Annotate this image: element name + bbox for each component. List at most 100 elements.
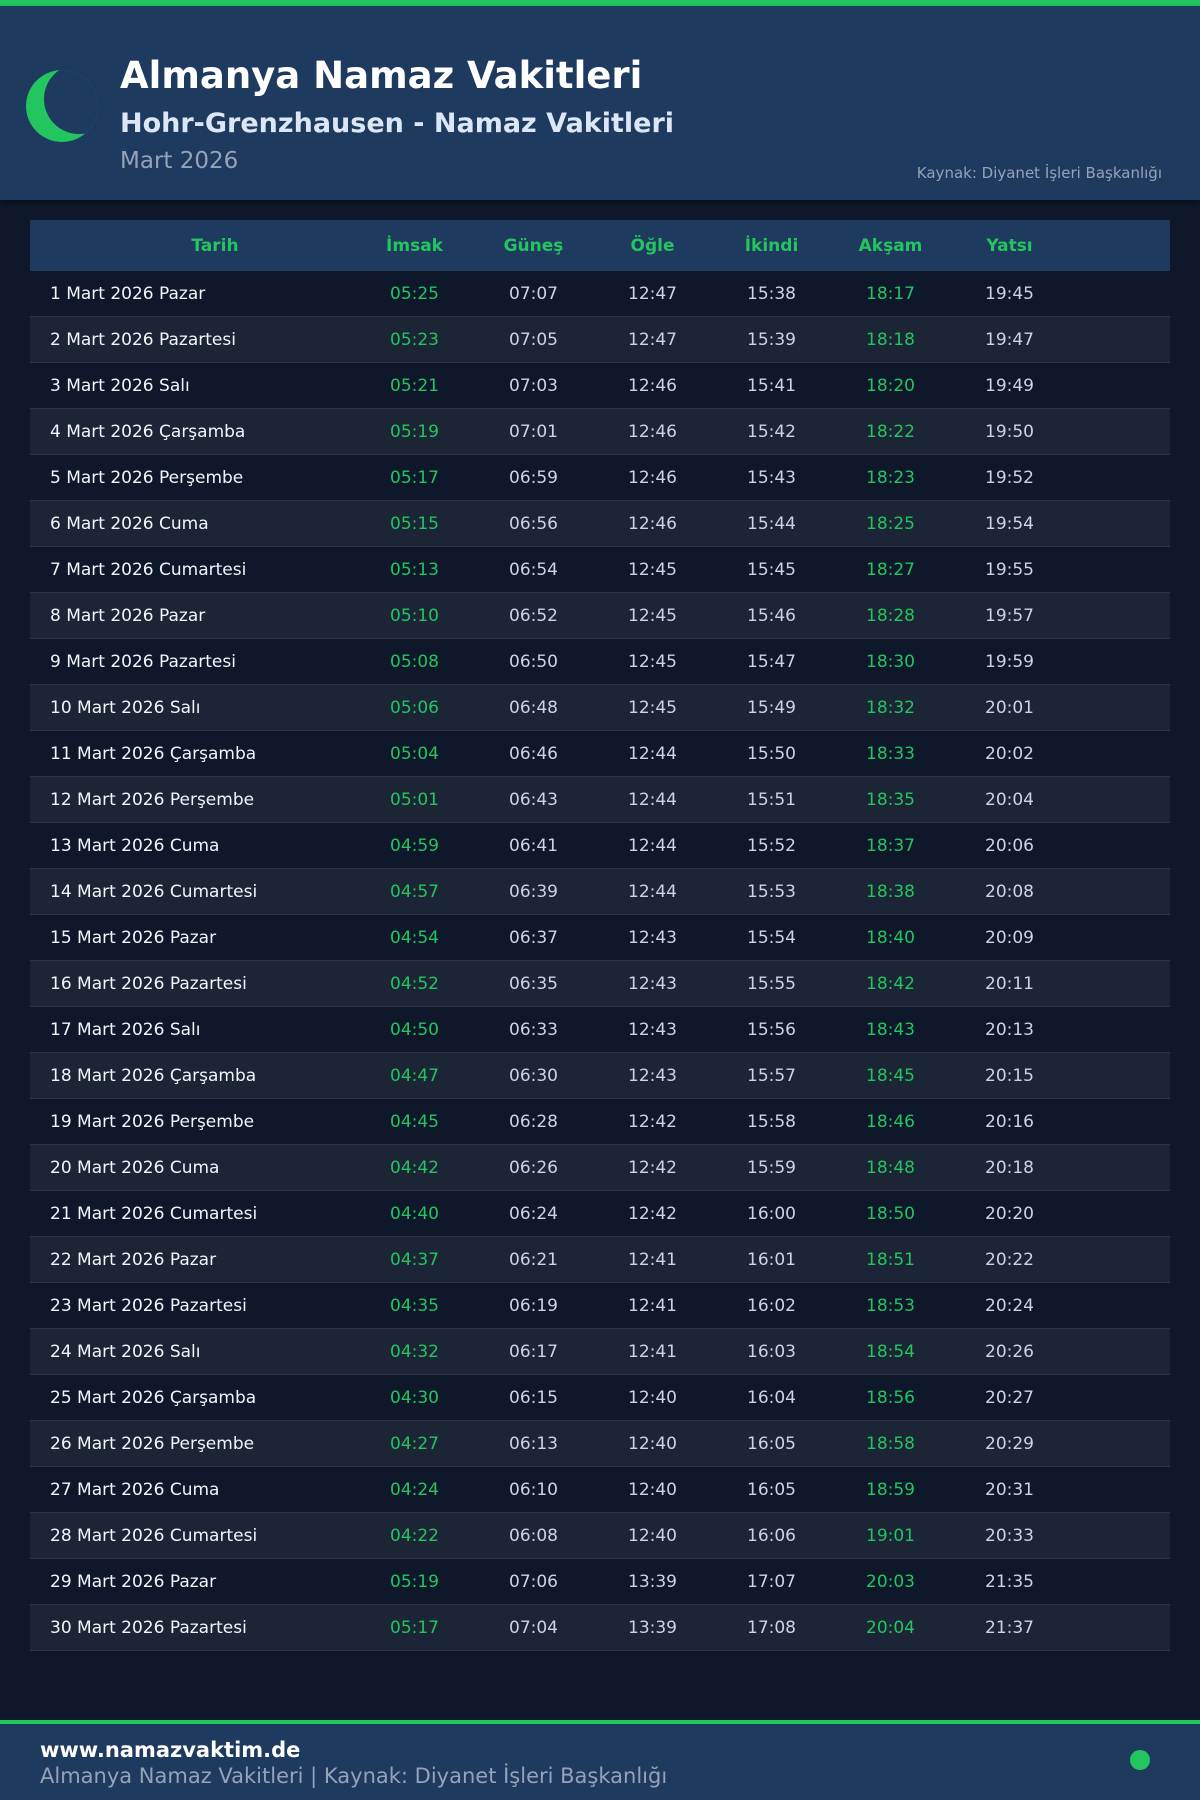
date-cell: 19 Mart 2026 Perşembe (50, 1111, 255, 1132)
time-cell: 18:58 (866, 1433, 915, 1454)
table-row: 14 Mart 2026 Cumartesi 04:57 06:39 12:44 15:… (30, 869, 1170, 915)
time-cell: 15:47 (747, 651, 796, 672)
time-cell: 06:08 (509, 1525, 558, 1546)
time-cell: 04:54 (390, 927, 439, 948)
time-cell: 18:45 (866, 1065, 915, 1086)
time-cell: 12:47 (628, 283, 677, 304)
time-cell: 16:04 (747, 1387, 796, 1408)
time-cell: 12:40 (628, 1525, 677, 1546)
table-row: 30 Mart 2026 Pazartesi 05:17 07:04 13:39 17:… (30, 1605, 1170, 1651)
crescent-moon-icon (26, 70, 98, 142)
table-row: 15 Mart 2026 Pazar 04:54 06:37 12:43 15:54 18… (30, 915, 1170, 961)
table-row: 17 Mart 2026 Salı 04:50 06:33 12:43 15:56 18:… (30, 1007, 1170, 1053)
time-cell: 12:42 (628, 1111, 677, 1132)
date-cell: 30 Mart 2026 Pazartesi (50, 1617, 247, 1638)
footer: www.namazvaktim.de Almanya Namaz Vakitle… (0, 1720, 1200, 1800)
date-cell: 16 Mart 2026 Pazartesi (50, 973, 247, 994)
time-cell: 06:52 (509, 605, 558, 626)
time-cell: 05:15 (390, 513, 439, 534)
time-cell: 12:42 (628, 1203, 677, 1224)
time-cell: 05:19 (390, 421, 439, 442)
time-cell: 06:33 (509, 1019, 558, 1040)
time-cell: 12:44 (628, 835, 677, 856)
date-cell: 10 Mart 2026 Salı (50, 697, 201, 718)
time-cell: 06:26 (509, 1157, 558, 1178)
column-header: Akşam (858, 235, 923, 256)
table-row: 13 Mart 2026 Cuma 04:59 06:41 12:44 15:52 18:… (30, 823, 1170, 869)
time-cell: 19:52 (985, 467, 1034, 488)
time-cell: 15:54 (747, 927, 796, 948)
table-row: 8 Mart 2026 Pazar 05:10 06:52 12:45 15:46 18:… (30, 593, 1170, 639)
time-cell: 12:45 (628, 697, 677, 718)
date-cell: 21 Mart 2026 Cumartesi (50, 1203, 258, 1224)
time-cell: 12:40 (628, 1387, 677, 1408)
time-cell: 15:58 (747, 1111, 796, 1132)
time-cell: 20:26 (985, 1341, 1034, 1362)
time-cell: 06:48 (509, 697, 558, 718)
time-cell: 15:50 (747, 743, 796, 764)
time-cell: 15:42 (747, 421, 796, 442)
time-cell: 20:06 (985, 835, 1034, 856)
time-cell: 20:20 (985, 1203, 1034, 1224)
time-cell: 12:44 (628, 881, 677, 902)
time-cell: 18:27 (866, 559, 915, 580)
time-cell: 20:04 (866, 1617, 915, 1638)
time-cell: 06:19 (509, 1295, 558, 1316)
table-row: 22 Mart 2026 Pazar 04:37 06:21 12:41 16:01 18… (30, 1237, 1170, 1283)
time-cell: 12:41 (628, 1295, 677, 1316)
time-cell: 17:08 (747, 1617, 796, 1638)
time-cell: 20:03 (866, 1571, 915, 1592)
time-cell: 05:13 (390, 559, 439, 580)
time-cell: 17:07 (747, 1571, 796, 1592)
time-cell: 16:05 (747, 1479, 796, 1500)
table-row: 19 Mart 2026 Perşembe 04:45 06:28 12:42 15:5… (30, 1099, 1170, 1145)
time-cell: 19:57 (985, 605, 1034, 626)
time-cell: 05:01 (390, 789, 439, 810)
time-cell: 20:31 (985, 1479, 1034, 1500)
time-cell: 18:33 (866, 743, 915, 764)
column-header: Tarih (191, 235, 239, 256)
time-cell: 12:45 (628, 605, 677, 626)
time-cell: 04:35 (390, 1295, 439, 1316)
table-row: 3 Mart 2026 Salı 05:21 07:03 12:46 15:41 18:2… (30, 363, 1170, 409)
table-row: 18 Mart 2026 Çarşamba 04:47 06:30 12:43 15:5… (30, 1053, 1170, 1099)
date-cell: 25 Mart 2026 Çarşamba (50, 1387, 257, 1408)
time-cell: 05:25 (390, 283, 439, 304)
date-cell: 3 Mart 2026 Salı (50, 375, 190, 396)
time-cell: 18:32 (866, 697, 915, 718)
time-cell: 12:40 (628, 1433, 677, 1454)
time-cell: 18:54 (866, 1341, 915, 1362)
time-cell: 18:40 (866, 927, 915, 948)
page-title: Almanya Namaz Vakitleri (120, 54, 643, 97)
time-cell: 19:47 (985, 329, 1034, 350)
date-cell: 9 Mart 2026 Pazartesi (50, 651, 236, 672)
time-cell: 12:40 (628, 1479, 677, 1500)
time-cell: 04:24 (390, 1479, 439, 1500)
time-cell: 12:47 (628, 329, 677, 350)
date-cell: 18 Mart 2026 Çarşamba (50, 1065, 257, 1086)
time-cell: 13:39 (628, 1617, 677, 1638)
time-cell: 19:49 (985, 375, 1034, 396)
time-cell: 05:10 (390, 605, 439, 626)
top-accent-bar (0, 0, 1200, 6)
time-cell: 15:43 (747, 467, 796, 488)
time-cell: 15:56 (747, 1019, 796, 1040)
time-cell: 12:41 (628, 1249, 677, 1270)
column-header: Öğle (630, 235, 675, 256)
date-cell: 2 Mart 2026 Pazartesi (50, 329, 236, 350)
footer-site-link[interactable]: www.namazvaktim.de (40, 1738, 301, 1762)
time-cell: 06:41 (509, 835, 558, 856)
time-cell: 06:43 (509, 789, 558, 810)
time-cell: 13:39 (628, 1571, 677, 1592)
column-header: İmsak (386, 235, 443, 256)
date-cell: 26 Mart 2026 Perşembe (50, 1433, 255, 1454)
time-cell: 19:45 (985, 283, 1034, 304)
time-cell: 15:41 (747, 375, 796, 396)
time-cell: 20:01 (985, 697, 1034, 718)
time-cell: 20:08 (985, 881, 1034, 902)
time-cell: 18:23 (866, 467, 915, 488)
time-cell: 15:38 (747, 283, 796, 304)
time-cell: 19:54 (985, 513, 1034, 534)
time-cell: 12:44 (628, 743, 677, 764)
time-cell: 21:35 (985, 1571, 1034, 1592)
